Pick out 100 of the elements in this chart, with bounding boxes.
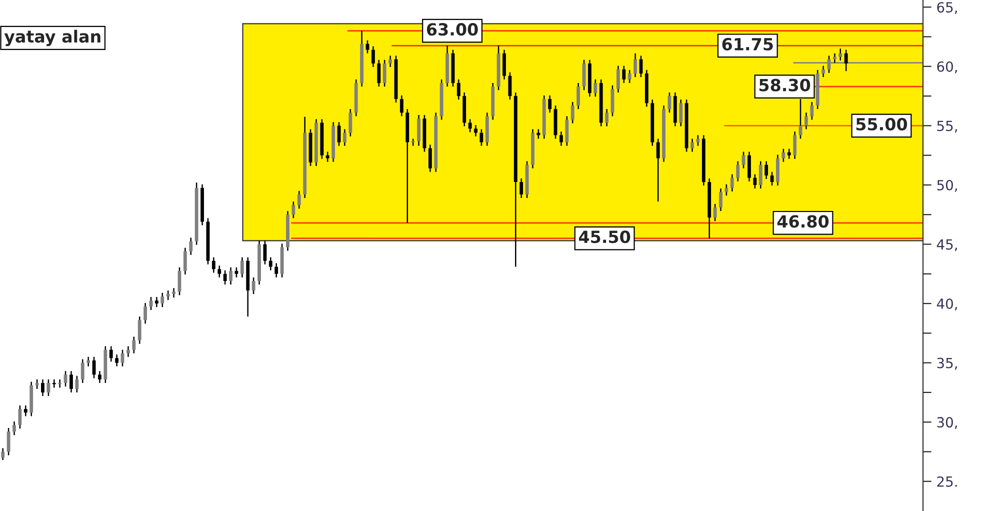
candlestick: [576, 82, 580, 110]
candlestick: [502, 49, 506, 80]
candlestick: [160, 292, 164, 308]
candlestick: [166, 290, 170, 301]
candlestick: [622, 65, 626, 84]
candlestick: [183, 247, 187, 276]
ref-line-label: 46.80: [777, 215, 829, 228]
candlestick: [18, 404, 22, 430]
ref-line-label: 61.75: [722, 38, 773, 50]
candlestick: [144, 302, 147, 324]
candlestick: [41, 378, 44, 397]
candlestick: [263, 240, 267, 266]
candlestick: [70, 370, 73, 394]
y-tick-label: 25.: [937, 476, 957, 487]
candlestick: [46, 378, 50, 397]
candlestick: [342, 128, 346, 146]
candlestick: [793, 130, 797, 160]
candlestick: [719, 188, 722, 212]
candlestick: [35, 378, 39, 390]
candlestick: [656, 138, 660, 202]
candlestick: [468, 118, 472, 133]
candlestick: [428, 144, 432, 173]
candlestick: [679, 98, 683, 127]
candlestick: [212, 256, 216, 274]
candlestick: [297, 190, 301, 210]
candlestick: [724, 184, 728, 196]
y-tick-label: 35,: [937, 358, 957, 370]
candlestick: [189, 237, 193, 256]
candlestick: [1, 448, 5, 461]
candlestick: [822, 65, 825, 78]
candlestick: [605, 108, 608, 127]
candlestick: [172, 287, 176, 298]
candlestick: [64, 370, 68, 388]
candlestick: [337, 121, 341, 146]
candlestick: [6, 427, 10, 456]
candlestick: [240, 256, 244, 278]
candlestick: [229, 266, 232, 286]
candlestick: [86, 356, 90, 367]
candlestick: [348, 108, 352, 137]
candlestick: [736, 160, 740, 182]
candlestick: [764, 160, 768, 180]
candlestick: [218, 264, 222, 278]
candlestick: [417, 114, 420, 146]
candlestick: [748, 151, 751, 182]
ref-line-label: 45.50: [578, 230, 630, 244]
candlestick: [690, 138, 694, 152]
ref-line-label: 55.00: [856, 118, 908, 131]
candlestick: [80, 358, 84, 384]
candlestick: [138, 316, 142, 344]
candlestick: [508, 72, 512, 100]
candlestick: [400, 94, 404, 117]
candlestick: [628, 69, 632, 84]
candlestick: [810, 101, 814, 120]
candlestick: [696, 134, 700, 146]
candlestick: [126, 346, 130, 358]
candlestick: [560, 130, 563, 146]
candlestick: [844, 49, 848, 72]
candlestick: [24, 404, 28, 417]
band-label: yatay alan: [4, 30, 100, 46]
candlestick: [75, 375, 79, 394]
candlestick: [98, 370, 102, 384]
y-tick-label: 45,: [936, 239, 957, 252]
candlestick: [268, 256, 272, 271]
y-tick-label: 60,: [937, 61, 957, 74]
ref-line-label: 58.30: [759, 78, 810, 92]
candlestick: [787, 148, 791, 160]
candlestick: [115, 354, 119, 367]
candlestick: [594, 78, 598, 98]
ref-line-label: 63.00: [426, 23, 478, 36]
candlestick: [520, 178, 524, 199]
candlestick: [634, 52, 637, 78]
candlestick: [12, 420, 16, 436]
candlestick: [570, 101, 574, 124]
candlestick: [804, 112, 808, 130]
candlestick: [388, 55, 392, 68]
candlestick: [565, 116, 569, 146]
y-tick-label: 55,: [937, 120, 957, 133]
candlestick: [326, 151, 330, 162]
candlestick: [616, 65, 620, 94]
y-tick-label: 40,: [936, 298, 957, 310]
candlestick: [382, 59, 386, 88]
candlestick: [782, 148, 786, 162]
candlestick: [456, 78, 460, 100]
candlestick: [377, 59, 381, 88]
y-tick-label: 50,: [937, 180, 957, 192]
candlestick: [776, 154, 780, 186]
candlestick: [154, 296, 158, 308]
candlestick: [548, 94, 552, 114]
candlestick: [234, 266, 238, 278]
candlestick: [474, 124, 478, 137]
candlestick: [109, 346, 113, 362]
y-tick-label: 65,: [937, 2, 957, 14]
y-tick-label: 30,: [937, 417, 957, 429]
candlestick: [292, 200, 296, 219]
candlestick: [758, 160, 762, 190]
candlestick: [753, 174, 757, 190]
candlestick: [223, 270, 227, 286]
candlestick: [730, 174, 734, 192]
candlestick: [274, 262, 278, 278]
candlestick: [132, 336, 136, 354]
